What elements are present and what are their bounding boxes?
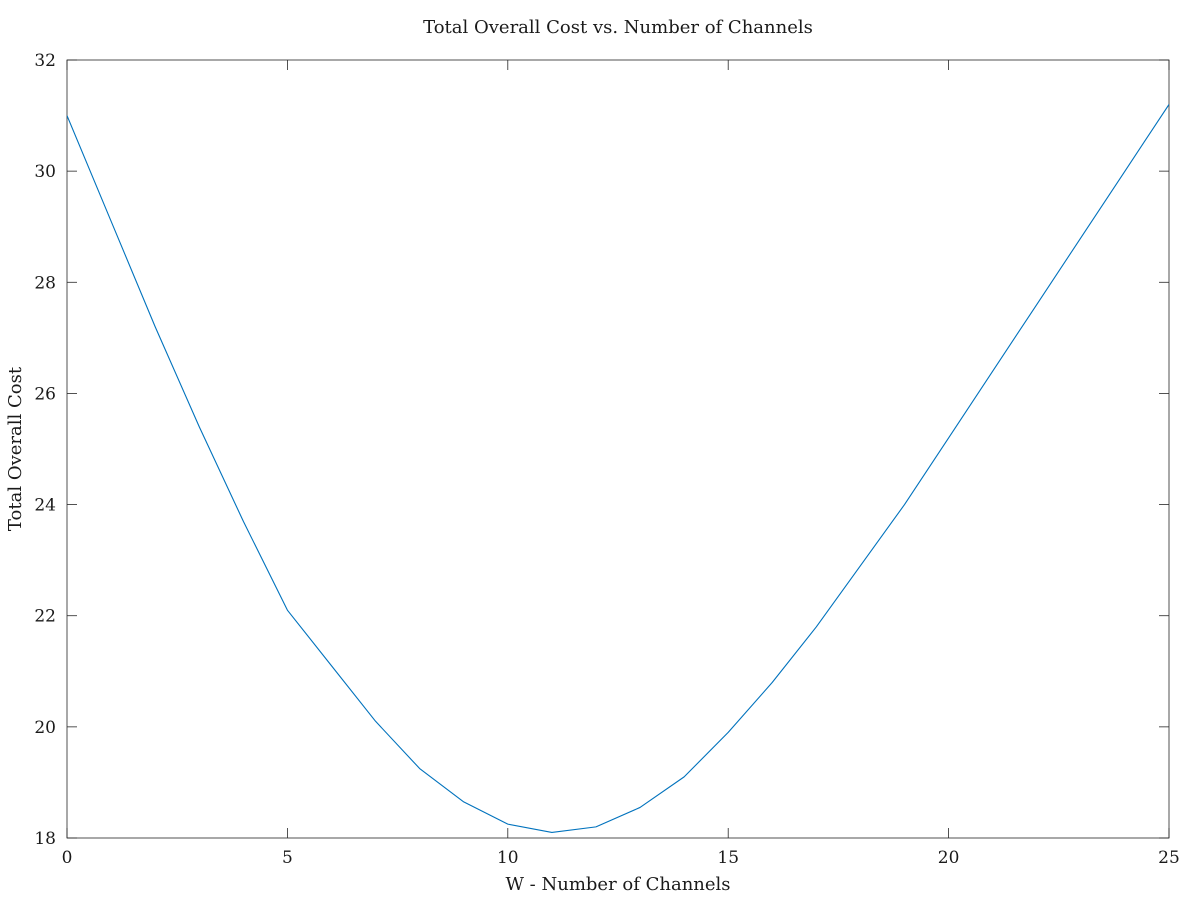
plot-frame [66, 59, 1170, 839]
y-tick-label: 24 [34, 496, 56, 516]
x-axis-title: W - Number of Channels [505, 874, 730, 895]
y-tick-label: 30 [34, 162, 56, 182]
y-tick-label: 18 [34, 829, 56, 849]
x-tick-label: 10 [497, 848, 519, 868]
y-axis-title: Total Overall Cost [5, 366, 26, 531]
series-line [67, 104, 1169, 833]
x-tick-label: 5 [282, 848, 293, 868]
y-tick-label: 20 [34, 718, 56, 738]
y-tick-label: 22 [34, 607, 56, 627]
x-tick-label: 0 [62, 848, 73, 868]
chart-title: Total Overall Cost vs. Number of Channel… [423, 17, 813, 38]
y-tick-label: 28 [34, 273, 56, 293]
plot-area: 0 5 10 15 20 25 18 20 22 24 26 28 30 32 [34, 51, 1179, 868]
y-tick-label: 32 [34, 51, 56, 71]
x-tick-label: 20 [938, 848, 960, 868]
y-tick-label: 26 [34, 384, 56, 404]
x-tick-label: 25 [1158, 848, 1180, 868]
x-tick-label: 15 [717, 848, 739, 868]
